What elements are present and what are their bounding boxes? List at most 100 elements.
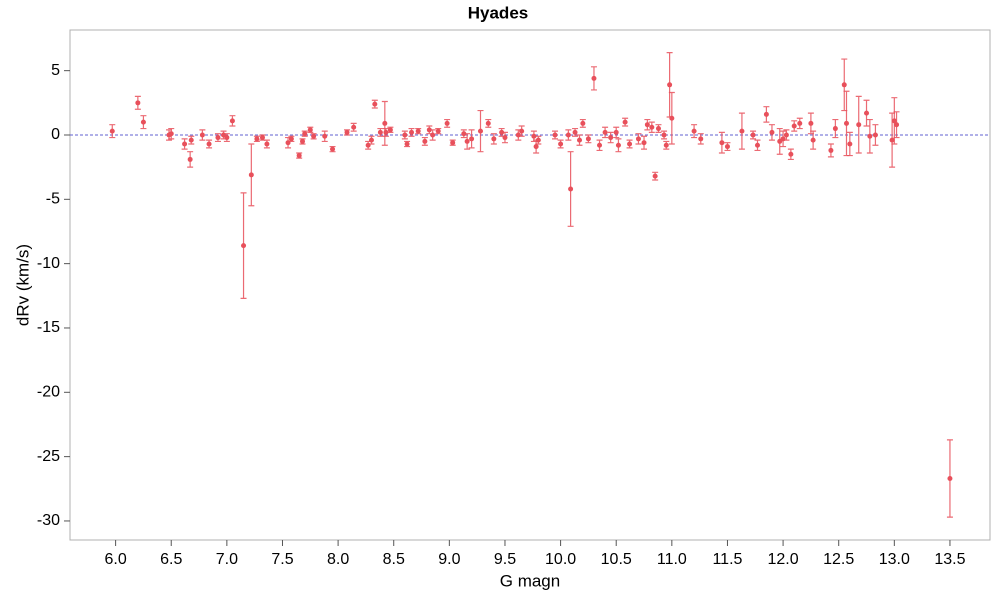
point <box>565 132 571 138</box>
x-tick-label: 9.5 <box>494 551 516 568</box>
x-tick-label: 12.5 <box>823 551 854 568</box>
point <box>622 119 628 125</box>
point <box>828 147 834 153</box>
x-tick-label: 11.0 <box>657 551 687 568</box>
y-tick-label: -15 <box>37 319 60 336</box>
point <box>797 120 803 126</box>
point <box>894 122 900 128</box>
point <box>841 82 847 88</box>
point <box>698 136 704 142</box>
point <box>810 137 816 143</box>
x-tick-label: 11.5 <box>712 551 742 568</box>
point <box>591 75 597 81</box>
point <box>864 110 870 116</box>
point <box>461 131 467 137</box>
x-axis-label: G magn <box>500 571 560 590</box>
point <box>649 124 655 130</box>
point <box>533 144 539 150</box>
point <box>377 129 383 135</box>
point <box>535 137 541 143</box>
point <box>568 186 574 192</box>
point <box>168 131 174 137</box>
point <box>889 137 895 143</box>
y-tick-label: -10 <box>37 255 60 272</box>
point <box>652 173 658 179</box>
point <box>351 124 357 130</box>
point <box>300 138 306 144</box>
point <box>891 118 897 124</box>
point <box>641 140 647 146</box>
point <box>229 118 235 124</box>
point <box>199 132 205 138</box>
point <box>288 136 294 142</box>
x-tick-label: 7.5 <box>271 551 293 568</box>
point <box>602 129 608 135</box>
point <box>519 128 525 134</box>
x-tick-label: 9.0 <box>438 551 460 568</box>
point <box>477 128 483 134</box>
point <box>867 133 873 139</box>
point <box>444 120 450 126</box>
point <box>382 120 388 126</box>
point <box>206 141 212 147</box>
x-tick-label: 12.0 <box>768 551 799 568</box>
y-tick-label: -20 <box>37 384 60 401</box>
point <box>464 138 470 144</box>
point <box>644 122 650 128</box>
point <box>843 120 849 126</box>
point <box>450 140 456 146</box>
point <box>769 129 775 135</box>
point <box>613 129 619 135</box>
y-tick-label: 0 <box>51 126 60 143</box>
point <box>655 126 661 132</box>
point <box>577 137 583 143</box>
point <box>485 120 491 126</box>
point <box>264 141 270 147</box>
x-tick-label: 7.0 <box>216 551 238 568</box>
point <box>808 120 814 126</box>
point <box>322 133 328 139</box>
point <box>330 146 336 152</box>
point <box>531 133 537 139</box>
point <box>763 111 769 117</box>
point <box>241 243 247 249</box>
point <box>739 128 745 134</box>
point <box>847 141 853 147</box>
point <box>661 132 667 138</box>
point <box>248 172 254 178</box>
point <box>215 135 221 141</box>
point <box>307 127 313 133</box>
point <box>947 476 953 482</box>
point <box>188 137 194 143</box>
point <box>404 141 410 147</box>
x-tick-label: 8.5 <box>383 551 405 568</box>
point <box>296 153 302 159</box>
point <box>788 151 794 157</box>
point <box>387 127 393 133</box>
point <box>791 123 797 129</box>
point <box>669 115 675 121</box>
point <box>344 129 350 135</box>
point <box>724 144 730 150</box>
point <box>254 136 260 142</box>
point <box>311 133 317 139</box>
point <box>430 132 436 138</box>
x-tick-label: 10.0 <box>545 551 576 568</box>
point <box>415 128 421 134</box>
x-tick-label: 6.5 <box>160 551 182 568</box>
point <box>580 120 586 126</box>
x-tick-label: 13.5 <box>934 551 965 568</box>
point <box>856 122 862 128</box>
point <box>691 128 697 134</box>
point <box>372 101 378 107</box>
point <box>585 136 591 142</box>
point <box>608 135 614 141</box>
plot-frame <box>69 29 991 541</box>
y-tick-label: -5 <box>46 191 60 208</box>
point <box>368 137 374 143</box>
point <box>402 132 408 138</box>
point <box>635 136 641 142</box>
point <box>663 142 669 148</box>
x-tick-label: 8.0 <box>327 551 349 568</box>
point <box>109 128 115 134</box>
